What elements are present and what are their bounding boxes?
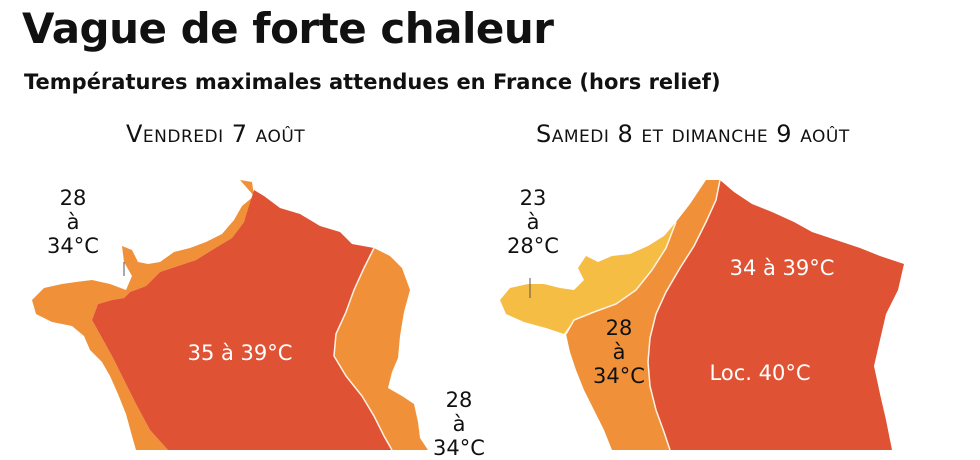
label-weekend-west: 23 à 28°C — [507, 186, 559, 258]
zone-weekend-red-east — [648, 180, 904, 450]
zone-friday-red-center — [92, 190, 392, 450]
map-friday — [32, 180, 428, 450]
zone-weekend-orange-middle — [566, 180, 720, 450]
label-weekend-local: Loc. 40°C — [709, 361, 811, 385]
panel-title-weekend: Samedi 8 et dimanche 9 août — [536, 120, 850, 148]
label-friday-west: 28 à 34°C — [47, 186, 99, 258]
label-weekend-middle: 28 à 34°C — [593, 316, 645, 388]
map-title: Vague de forte chaleur — [22, 4, 554, 53]
label-friday-east: 28 à 34°C — [433, 388, 485, 460]
map-subtitle: Températures maximales attendues en Fran… — [24, 70, 721, 94]
panel-title-friday: Vendredi 7 août — [126, 120, 306, 148]
label-weekend-east: 34 à 39°C — [729, 256, 835, 280]
zone-weekend-yellow-west — [500, 222, 676, 334]
zone-friday-orange-east — [334, 248, 428, 450]
map-weekend — [500, 179, 904, 450]
zone-friday-orange-west — [32, 180, 254, 450]
france-maps — [32, 179, 904, 450]
label-friday-center: 35 à 39°C — [187, 341, 293, 365]
